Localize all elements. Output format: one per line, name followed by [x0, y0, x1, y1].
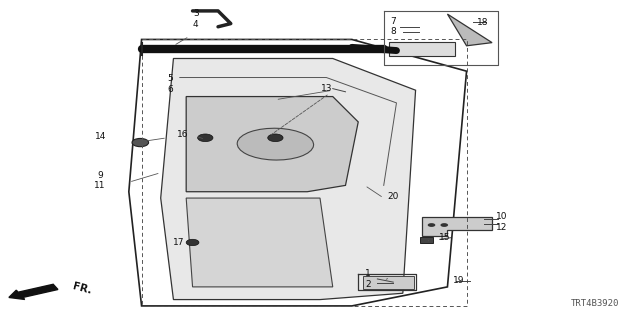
- Text: 16: 16: [177, 130, 189, 139]
- Polygon shape: [186, 198, 333, 287]
- Circle shape: [268, 134, 283, 142]
- Text: 7
8: 7 8: [390, 17, 396, 36]
- Text: 20: 20: [388, 192, 399, 201]
- Polygon shape: [161, 59, 415, 300]
- Circle shape: [186, 239, 199, 246]
- Text: 10
12: 10 12: [496, 212, 508, 232]
- Text: 13: 13: [321, 84, 332, 93]
- FancyBboxPatch shape: [420, 237, 433, 243]
- Circle shape: [132, 139, 148, 147]
- Text: 15: 15: [438, 233, 450, 242]
- Circle shape: [198, 134, 213, 142]
- Circle shape: [428, 223, 435, 227]
- Text: 14: 14: [95, 132, 106, 141]
- Text: 3
4: 3 4: [193, 9, 198, 28]
- Text: 5
6: 5 6: [168, 74, 173, 93]
- Text: 18: 18: [477, 18, 488, 27]
- Text: 19: 19: [453, 276, 465, 285]
- Polygon shape: [186, 97, 358, 192]
- Text: 17: 17: [173, 238, 184, 247]
- Text: TRT4B3920: TRT4B3920: [571, 299, 620, 308]
- Polygon shape: [447, 14, 492, 46]
- FancyBboxPatch shape: [389, 42, 455, 56]
- Ellipse shape: [237, 128, 314, 160]
- Text: 1
2: 1 2: [365, 269, 371, 289]
- FancyArrow shape: [9, 284, 58, 300]
- Text: 9
11: 9 11: [95, 171, 106, 190]
- FancyBboxPatch shape: [364, 276, 413, 289]
- Text: FR.: FR.: [72, 281, 93, 296]
- Circle shape: [440, 223, 448, 227]
- Polygon shape: [422, 217, 492, 236]
